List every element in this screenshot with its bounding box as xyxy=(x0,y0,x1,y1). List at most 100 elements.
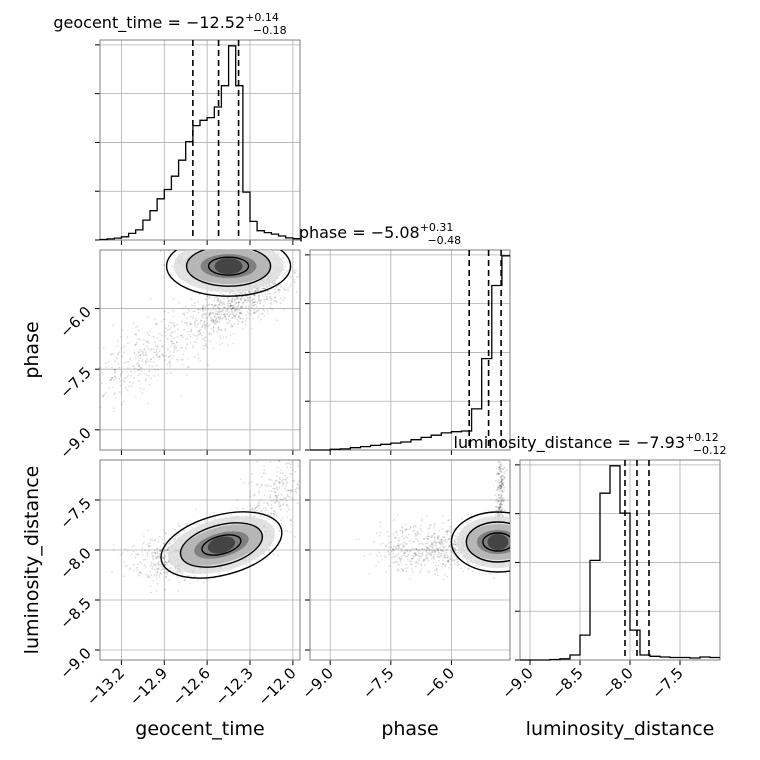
sample-point xyxy=(182,336,185,339)
sample-point xyxy=(168,366,171,369)
sample-point xyxy=(415,534,418,537)
sample-point xyxy=(442,578,445,581)
sample-point xyxy=(287,261,289,264)
sample-point xyxy=(274,282,276,285)
sample-point xyxy=(410,539,413,541)
sample-point xyxy=(304,490,306,492)
sample-point xyxy=(154,323,157,326)
sample-point xyxy=(230,325,233,328)
sample-point xyxy=(223,313,226,316)
sample-point xyxy=(210,333,212,335)
sample-point xyxy=(190,575,192,578)
sample-point xyxy=(409,525,412,528)
sample-point xyxy=(251,304,253,307)
sample-point xyxy=(157,540,160,543)
sample-point xyxy=(269,461,272,464)
sample-point xyxy=(147,360,150,362)
sample-point xyxy=(158,350,161,352)
sample-point xyxy=(414,535,417,537)
sample-point xyxy=(401,525,403,528)
sample-point xyxy=(432,533,435,536)
sample-point xyxy=(225,317,227,320)
sample-point xyxy=(127,360,130,363)
sample-point xyxy=(242,303,244,305)
sample-point xyxy=(217,328,220,331)
sample-point xyxy=(166,548,169,551)
sample-point xyxy=(142,353,145,356)
sample-point xyxy=(273,491,276,494)
sample-point xyxy=(238,297,240,300)
sample-point xyxy=(253,301,255,303)
sample-point xyxy=(286,270,288,273)
panel-frame xyxy=(519,459,721,661)
sample-point xyxy=(373,541,376,543)
sample-point xyxy=(384,545,387,548)
sample-point xyxy=(247,299,250,302)
sample-point xyxy=(177,590,180,592)
sample-point xyxy=(283,268,285,271)
sample-point xyxy=(155,590,158,592)
sample-point xyxy=(387,535,390,538)
sample-point xyxy=(267,484,270,486)
sample-point xyxy=(437,540,439,543)
x-tick-label: −13.2 xyxy=(83,664,128,709)
sample-point xyxy=(499,484,502,487)
sample-point xyxy=(141,358,144,361)
sample-point xyxy=(272,299,275,302)
sample-point xyxy=(208,324,211,326)
sample-point xyxy=(266,295,268,297)
sample-point xyxy=(166,363,169,366)
sample-point xyxy=(225,336,228,339)
sample-point xyxy=(194,508,197,511)
sample-point xyxy=(119,372,122,375)
sample-point xyxy=(149,585,152,588)
sample-point xyxy=(204,336,207,338)
sample-point xyxy=(199,332,202,334)
sample-point xyxy=(137,365,140,368)
sample-point xyxy=(229,302,232,305)
sample-point xyxy=(140,370,143,373)
sample-point xyxy=(169,334,172,337)
sample-point xyxy=(379,521,382,524)
sample-point xyxy=(430,536,433,538)
sample-point xyxy=(204,306,207,309)
sample-point xyxy=(143,535,145,538)
sample-point xyxy=(257,298,260,301)
sample-point xyxy=(245,563,248,566)
sample-point xyxy=(434,573,437,576)
sample-point xyxy=(167,549,170,552)
sample-point xyxy=(260,312,263,315)
sample-point xyxy=(435,567,438,570)
title-plus: +0.12 xyxy=(685,431,719,444)
sample-point xyxy=(304,471,306,473)
sample-point xyxy=(500,481,502,484)
sample-point xyxy=(164,359,167,361)
sample-point xyxy=(143,372,146,375)
sample-point xyxy=(442,550,445,553)
sample-point xyxy=(424,543,427,545)
sample-point xyxy=(158,354,161,357)
sample-point xyxy=(136,553,139,556)
sample-point xyxy=(231,317,234,320)
sample-point xyxy=(426,554,428,556)
sample-point xyxy=(170,371,173,374)
sample-point xyxy=(143,349,146,351)
sample-point xyxy=(242,246,244,248)
sample-point xyxy=(202,305,205,308)
sample-point xyxy=(146,345,149,348)
sample-point xyxy=(218,311,221,313)
sample-point xyxy=(276,319,278,321)
sample-point xyxy=(435,545,438,547)
sample-point xyxy=(116,357,118,359)
sample-point xyxy=(498,497,500,499)
sample-point xyxy=(254,300,257,303)
sample-point xyxy=(241,295,244,298)
sample-point xyxy=(193,321,196,324)
title-eq: = xyxy=(347,223,371,242)
sample-point xyxy=(282,275,285,277)
sample-point xyxy=(272,283,275,286)
sample-point xyxy=(178,570,181,572)
sample-point xyxy=(255,506,258,508)
sample-point xyxy=(415,548,417,551)
sample-point xyxy=(441,538,443,541)
